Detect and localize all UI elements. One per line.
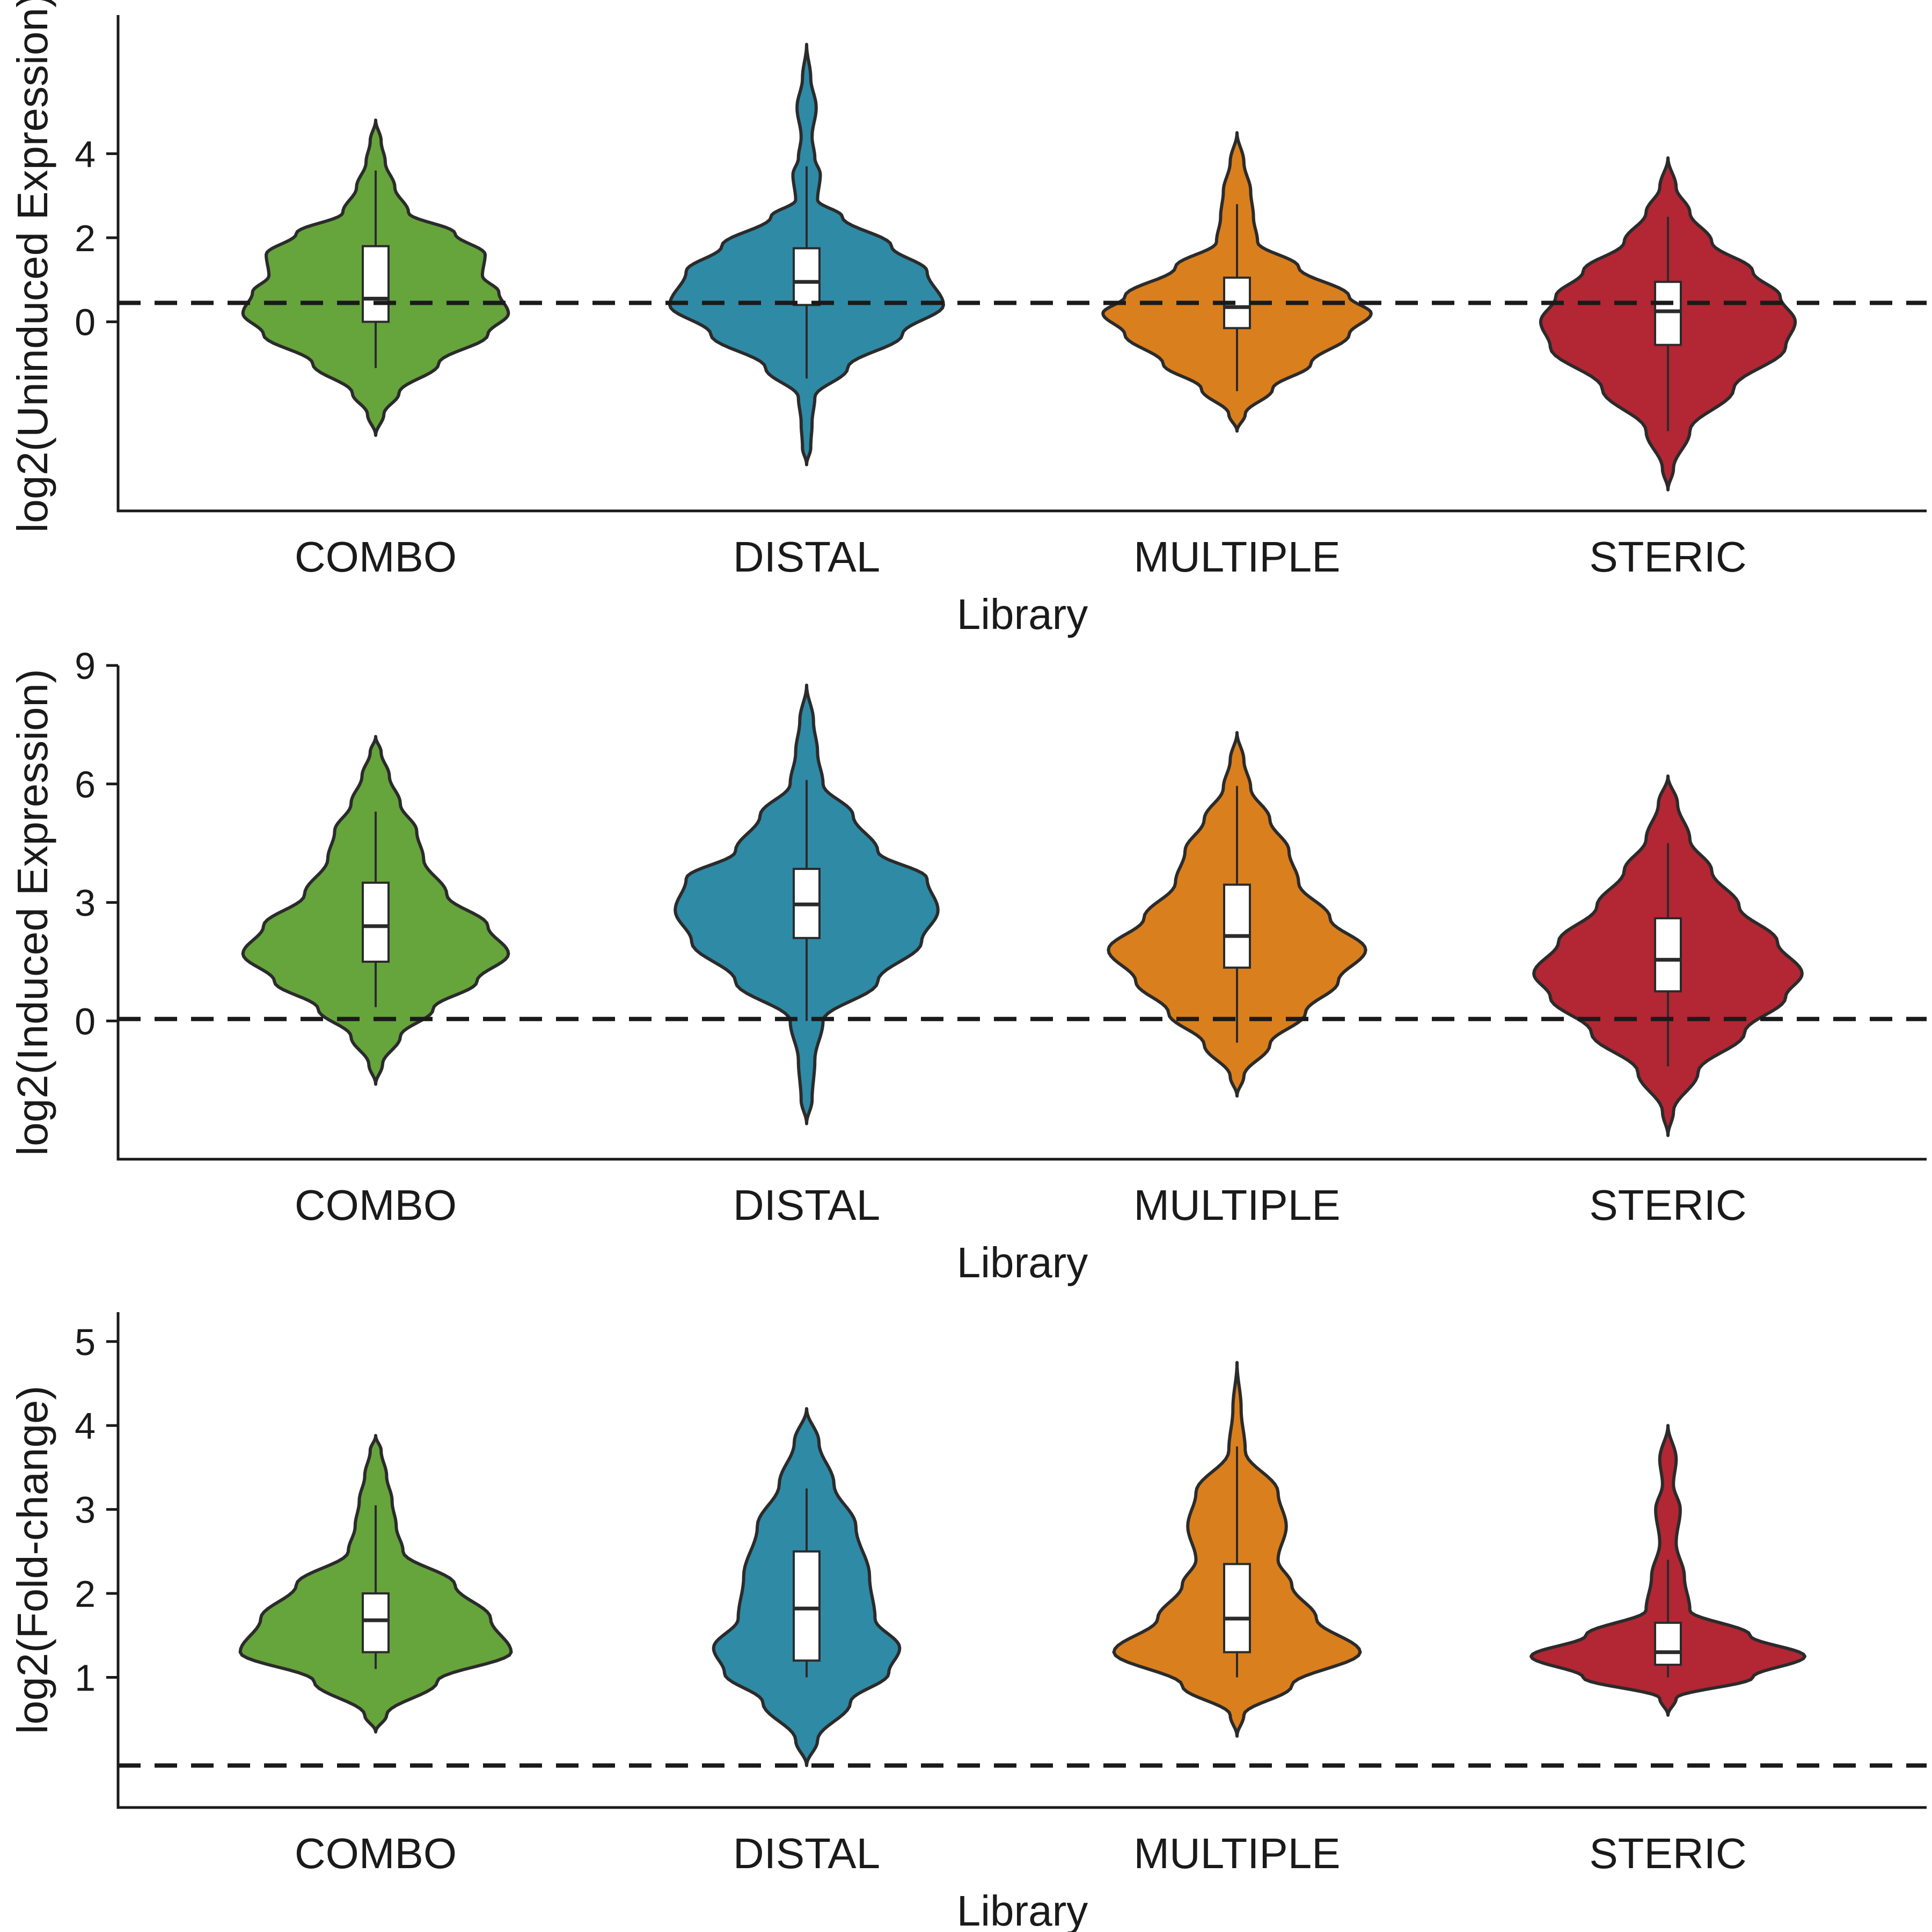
box-combo xyxy=(362,881,390,963)
y-axis-title: log2(Uninduced Expression) xyxy=(9,0,56,533)
x-tick-label-steric: STERIC xyxy=(1589,533,1746,581)
box-combo xyxy=(362,245,390,323)
x-axis-title: Library xyxy=(957,1239,1088,1286)
x-tick-label-multiple: MULTIPLE xyxy=(1133,1181,1340,1229)
x-tick-label-distal: DISTAL xyxy=(733,1829,880,1877)
y-axis-title: log2(Induced Expression) xyxy=(9,669,56,1155)
y-tick-label: 3 xyxy=(75,882,96,924)
x-tick-label-distal: DISTAL xyxy=(733,1181,880,1229)
x-tick-label-distal: DISTAL xyxy=(733,533,880,581)
box-multiple xyxy=(1223,1563,1251,1653)
box-steric xyxy=(1654,917,1682,993)
panel-fold-change: 1 2 3 4 5 log2(Fold-change) COMBO DISTAL MULTIPL… xyxy=(9,1312,1927,1932)
y-tick-label: 5 xyxy=(75,1321,96,1363)
x-tick-label-combo: COMBO xyxy=(295,533,457,581)
x-axis-title: Library xyxy=(957,1887,1088,1932)
axis-lines xyxy=(116,1312,1927,1809)
axis-lines xyxy=(116,665,1927,1161)
box-distal xyxy=(793,247,821,306)
y-tick-label: 9 xyxy=(75,645,96,687)
x-tick-label-multiple: MULTIPLE xyxy=(1133,533,1340,581)
y-axis-title: log2(Fold-change) xyxy=(9,1386,56,1734)
y-tick-label: 6 xyxy=(75,764,96,806)
axis-lines xyxy=(116,15,1927,513)
box-distal xyxy=(793,1550,821,1662)
box-steric xyxy=(1654,281,1682,346)
y-tick-label: 1 xyxy=(75,1657,96,1699)
box-multiple xyxy=(1223,883,1251,969)
x-tick-label-steric: STERIC xyxy=(1589,1829,1746,1877)
box-steric xyxy=(1654,1621,1682,1666)
y-tick-label: 0 xyxy=(75,1000,96,1042)
panel-uninduced-expression: 0 2 4 log2(Uninduced Expression) COMBO DISTAL… xyxy=(9,0,1927,638)
y-tick-label: 4 xyxy=(75,1405,96,1447)
box-combo xyxy=(362,1592,390,1653)
y-tick-label: 2 xyxy=(75,1573,96,1615)
x-tick-label-multiple: MULTIPLE xyxy=(1133,1829,1340,1877)
y-tick-label: 0 xyxy=(75,302,96,343)
x-tick-label-combo: COMBO xyxy=(295,1181,457,1229)
x-tick-label-combo: COMBO xyxy=(295,1829,457,1877)
y-tick-label: 4 xyxy=(75,133,96,175)
x-axis-title: Library xyxy=(957,590,1088,638)
y-tick-label: 2 xyxy=(75,217,96,259)
panel-induced-expression: 0 3 6 9 log2(Induced Expression) COMBO DISTAL M… xyxy=(9,645,1927,1286)
x-tick-label-steric: STERIC xyxy=(1589,1181,1746,1229)
y-tick-label: 3 xyxy=(75,1489,96,1531)
